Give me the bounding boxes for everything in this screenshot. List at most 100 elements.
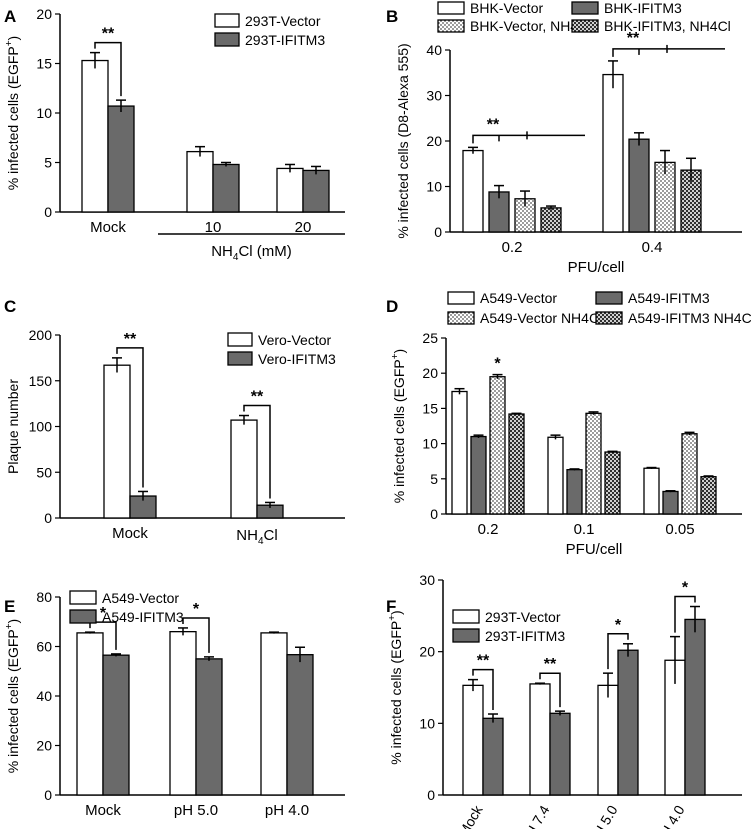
legend: A549-Vector A549-IFITM3A549-Vector NH4Cl A…	[448, 290, 751, 326]
bar-white	[598, 685, 618, 795]
y-axis-label-tail: )	[388, 610, 404, 615]
y-tick-label: 30	[419, 572, 435, 588]
x-tick-label: 0.1	[574, 521, 595, 538]
x-tick-label: pH 5.0	[586, 802, 621, 829]
legend-swatch-dark	[572, 2, 598, 14]
panel-label: D	[386, 297, 398, 316]
significance-mark: **	[477, 653, 490, 670]
y-tick-label: 80	[36, 589, 52, 605]
legend-swatch-white	[228, 333, 252, 346]
x-tick-label: pH 5.0	[174, 802, 218, 819]
legend: 293T-Vector 293T-IFITM3	[453, 609, 565, 644]
bar-dark	[685, 619, 705, 795]
y-axis-label-main: % infected cells (EGFP	[388, 621, 404, 765]
significance-mark: *	[682, 580, 689, 597]
y-axis-label: % infected cells (EGFP+)	[387, 610, 404, 764]
y-axis-label-tail: )	[5, 36, 21, 41]
legend: Vero-Vector Vero-IFITM3	[228, 332, 336, 367]
bar-dots	[682, 434, 697, 514]
y-axis-label-main: % infected cells (EGFP	[5, 46, 21, 190]
bar-dark	[303, 170, 329, 212]
bar-white	[231, 420, 257, 518]
y-tick-label: 0	[427, 787, 435, 803]
y-tick-label: 0	[44, 787, 52, 803]
x-tick-label: Mock	[85, 802, 121, 819]
y-tick-label: 15	[36, 56, 52, 72]
legend-swatch-dark	[70, 610, 96, 623]
panel-d: D 0 5 10 15 20 25 % infected cells (EGFP+) 0.2 0.…	[386, 290, 751, 558]
bar-dark	[483, 718, 503, 795]
y-tick-label: 5	[44, 155, 52, 171]
significance-mark: *	[193, 601, 200, 618]
significance-mark: **	[124, 331, 137, 348]
x-tick-label: pH 4.0	[653, 802, 688, 829]
legend-swatch-check	[596, 312, 622, 324]
legend-label: 293T-Vector	[245, 13, 321, 29]
y-tick-label: 0	[430, 506, 438, 522]
significance-mark: *	[494, 356, 501, 373]
bar-dark	[567, 470, 582, 514]
y-tick-label: 10	[422, 436, 438, 452]
y-axis-label: % infected cells (D8-Alexa 555)	[395, 43, 411, 238]
legend: 293T-Vector 293T-IFITM3	[215, 13, 325, 48]
x-tick-label: NH4Cl	[236, 527, 277, 547]
legend-label: Vero-IFITM3	[258, 351, 336, 367]
panel-label: C	[4, 297, 16, 316]
y-axis-label-tail: )	[5, 619, 21, 624]
y-axis-label: Plaque number	[5, 379, 21, 474]
significance-bracket	[613, 49, 725, 57]
y-tick-label: 25	[422, 330, 438, 346]
x-tick-label-part: NH	[236, 527, 258, 544]
y-tick-label: 0	[434, 224, 442, 240]
bar-check	[541, 208, 561, 232]
bar-check	[509, 414, 524, 514]
legend-label: 293T-IFITM3	[485, 628, 565, 644]
bar-white	[261, 633, 287, 795]
y-tick-label: 150	[29, 373, 53, 389]
bar-white	[603, 75, 623, 232]
bar-dark	[471, 437, 486, 514]
legend-swatch-dark	[228, 352, 252, 365]
legend-label: BHK-IFITM3, NH4Cl	[604, 18, 731, 34]
x-tick-label: 0.05	[665, 521, 694, 538]
x-tick-label: 0.2	[502, 239, 523, 256]
significance-mark: **	[251, 389, 264, 406]
y-tick-label: 100	[29, 419, 53, 435]
y-tick-label: 20	[426, 133, 442, 149]
panel-label: A	[4, 7, 16, 26]
panel-label: E	[4, 597, 15, 616]
y-axis-label: % infected cells (EGFP+)	[4, 619, 21, 773]
y-tick-label: 30	[426, 88, 442, 104]
bar-white	[644, 468, 659, 514]
panel-f: F0102030% infected cells (EGFP+)Mock pH 7…	[386, 572, 742, 829]
panel-e: E020406080% infected cells (EGFP+)Mock pH…	[4, 589, 345, 819]
legend-label: A549-Vector NH4Cl	[480, 310, 602, 326]
x-tick-label: pH 4.0	[265, 802, 309, 819]
group-label: NH4Cl (mM)	[211, 243, 292, 263]
legend-label: A549-Vector	[480, 290, 557, 306]
group-label-part: NH	[211, 243, 233, 260]
legend-swatch-dark	[596, 292, 622, 304]
y-tick-label: 0	[44, 204, 52, 220]
x-tick-label: pH 7.4	[518, 802, 553, 829]
legend-label: A549-IFITM3 NH4Cl	[628, 310, 751, 326]
significance-mark: **	[544, 656, 557, 673]
legend-swatch-check	[572, 20, 598, 32]
legend-swatch-white	[70, 591, 96, 604]
y-tick-label: 20	[422, 365, 438, 381]
y-tick-label: 200	[29, 327, 53, 343]
significance-mark: *	[615, 617, 622, 634]
bar-dark	[287, 655, 313, 795]
figure-canvas: A 0 5 10 15 20 % infected cells (EGFP+) Mock 10 2…	[0, 0, 751, 829]
x-tick-label-part: Cl	[264, 527, 278, 544]
y-axis-label-main: % infected cells (EGFP	[5, 629, 21, 773]
legend-swatch-dots	[448, 312, 474, 324]
legend: A549-Vector A549-IFITM3	[70, 590, 184, 625]
y-axis-label-tail: )	[391, 349, 407, 354]
panel-c: C 0 50 100 150 200 Plaque number Mock NH4Cl ** ** V…	[4, 297, 345, 547]
y-tick-label: 10	[36, 105, 52, 121]
y-tick-label: 40	[426, 42, 442, 58]
bar-dark	[196, 659, 222, 795]
bar-white	[530, 684, 550, 795]
bar-dark	[629, 139, 649, 232]
